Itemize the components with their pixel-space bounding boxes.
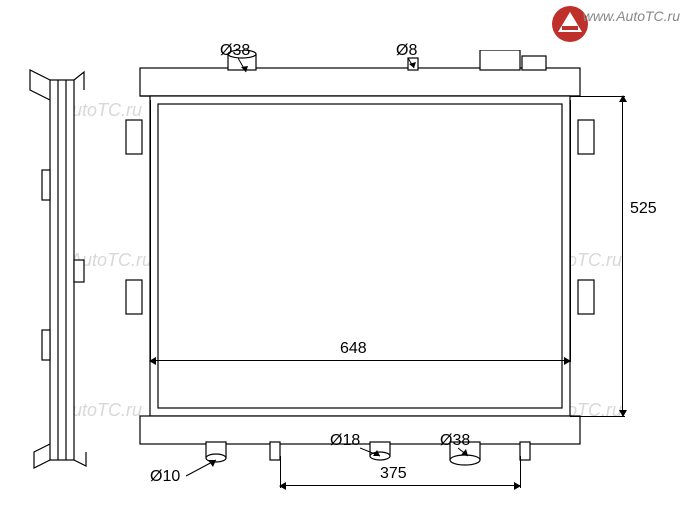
- leader-dia38-top: [238, 58, 258, 78]
- ext-525-bot: [570, 416, 625, 417]
- leader-dia10: [186, 458, 222, 478]
- leader-dia8-top: [408, 58, 424, 72]
- ext-375-l: [280, 456, 281, 488]
- front-view: [120, 50, 600, 480]
- dim-375: 375: [380, 465, 407, 483]
- ext-375-r: [520, 456, 521, 488]
- ext-648-r: [570, 100, 571, 362]
- dim-525: 525: [630, 200, 657, 218]
- leader-dia18: [360, 444, 384, 460]
- ext-525-top: [570, 96, 625, 97]
- dimline-375: [280, 485, 520, 486]
- site-url: www.AutoTC.ru: [583, 8, 680, 24]
- dim-dia10: Ø10: [150, 468, 180, 486]
- ext-648-l: [150, 100, 151, 362]
- leader-dia38-bot: [458, 446, 478, 460]
- dim-648: 648: [340, 340, 367, 358]
- side-view: [20, 60, 100, 480]
- dimline-648: [150, 360, 570, 361]
- dim-dia18: Ø18: [330, 432, 360, 450]
- dimline-525: [622, 96, 623, 416]
- drawing-canvas: AutoTC.ru AutoTC.ru AutoTC.ru AutoTC.ru …: [0, 0, 700, 523]
